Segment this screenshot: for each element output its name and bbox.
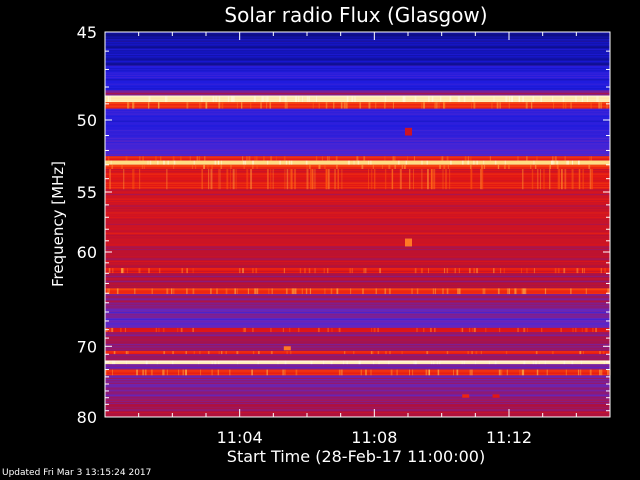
y-tick-label: 80 (77, 408, 97, 427)
burst-mark (405, 238, 412, 247)
x-tick-label: 11:08 (351, 428, 397, 447)
y-tick-label: 55 (77, 183, 97, 202)
frequency-band (105, 212, 610, 247)
frequency-band (105, 41, 610, 66)
x-tick-label: 11:04 (217, 428, 263, 447)
frequency-band (105, 369, 611, 376)
burst-mark (283, 346, 291, 351)
frequency-band (105, 65, 610, 91)
frequency-band (105, 364, 610, 370)
frequency-band (105, 95, 610, 103)
x-axis: 11:04 11:08 11:12 (138, 32, 577, 447)
x-axis-label: Start Time (28-Feb-17 11:00:00) (227, 447, 485, 466)
frequency-band (105, 387, 610, 405)
frequency-band (105, 327, 610, 333)
frequency-band (105, 143, 610, 157)
frequency-band (105, 375, 610, 388)
y-tick-label: 60 (77, 243, 97, 262)
y-tick-label: 70 (77, 337, 97, 356)
y-axis-label: Frequency [MHz] (49, 161, 67, 287)
frequency-band (105, 32, 610, 42)
frequency-band (105, 360, 610, 365)
frequency-band (105, 164, 610, 170)
frequency-band (105, 354, 610, 361)
frequency-band (105, 316, 610, 328)
frequency-band (105, 108, 610, 133)
frequency-band (105, 307, 610, 317)
burst-mark (462, 394, 470, 398)
frequency-band (105, 132, 610, 144)
frequency-band (105, 273, 610, 289)
frequency-band (105, 404, 610, 417)
frequency-band (105, 246, 610, 269)
plot-frame (104, 31, 611, 418)
frequency-band (105, 288, 610, 295)
chart-title: Solar radio Flux (Glasgow) (224, 3, 487, 27)
frequency-band (105, 169, 610, 190)
y-axis: 45 50 55 60 70 80 (77, 23, 610, 427)
frequency-band (105, 294, 610, 308)
frequency-band (105, 268, 610, 274)
frequency-band (105, 90, 610, 96)
frequency-band (105, 189, 610, 213)
frequency-band (105, 156, 610, 161)
y-tick-label: 45 (77, 23, 97, 42)
frequency-band (105, 332, 610, 352)
y-tick-label: 50 (77, 111, 97, 130)
updated-timestamp: Updated Fri Mar 3 13:15:24 2017 (2, 468, 152, 478)
x-tick-label: 11:12 (486, 428, 532, 447)
frequency-band (105, 351, 610, 355)
frequency-band (105, 102, 610, 109)
burst-mark (492, 394, 500, 398)
plot-area (105, 32, 611, 417)
burst-mark (405, 127, 412, 136)
frequency-band (105, 160, 610, 165)
